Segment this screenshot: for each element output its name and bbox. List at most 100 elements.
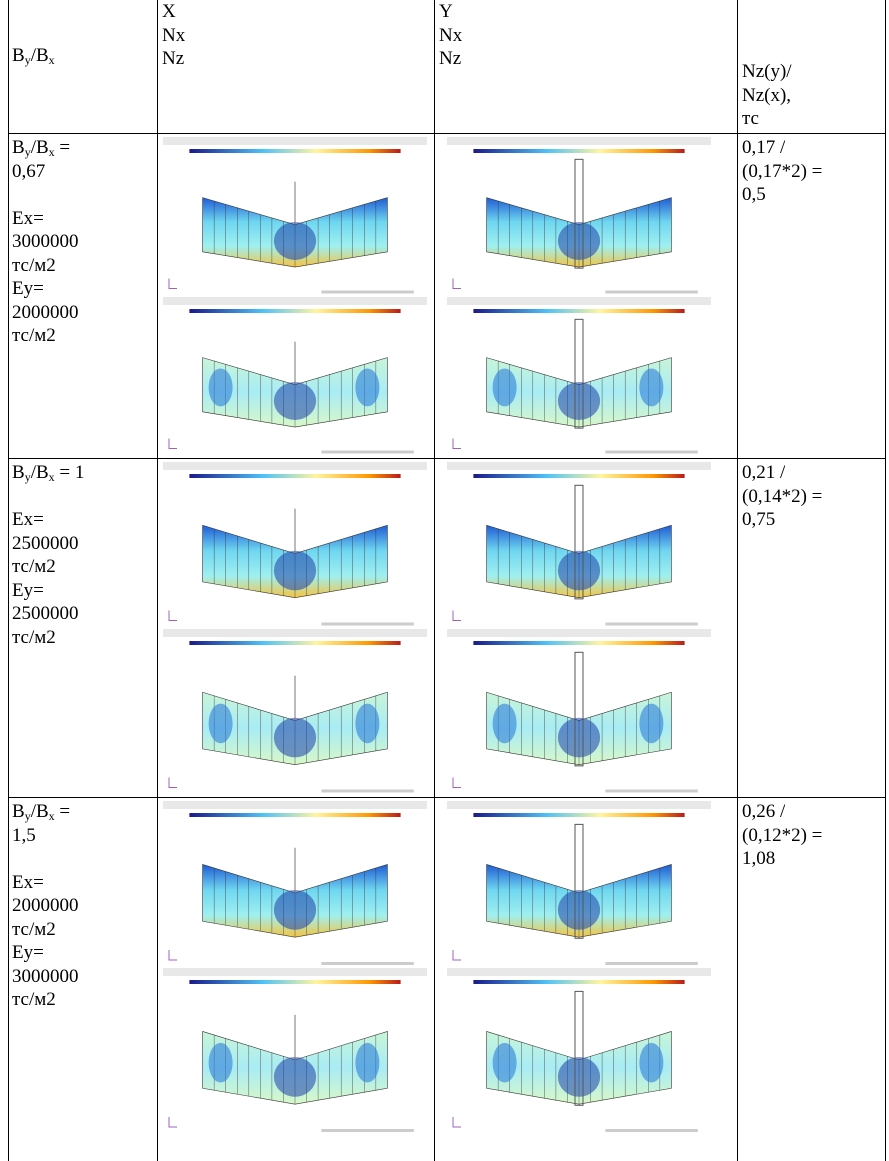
stress-zone — [557, 222, 601, 260]
text-line: тс/м2 — [12, 918, 56, 940]
fem-screenshot — [163, 628, 427, 792]
fem-screenshot — [447, 801, 711, 965]
text-line: 2000000 — [12, 895, 79, 916]
text-line: 2500000 — [12, 532, 79, 554]
column — [574, 318, 584, 429]
fem-screenshot — [447, 968, 711, 1132]
text-line: 3000000 — [12, 965, 79, 987]
cell-border — [8, 0, 9, 1161]
row-border — [8, 458, 886, 459]
color-scale — [473, 640, 685, 645]
stress-zone — [208, 703, 233, 743]
stress-zone — [273, 1057, 317, 1097]
text: B — [12, 462, 25, 483]
text-line: (0,14*2) = — [742, 485, 823, 507]
text-line: Ey= — [12, 278, 44, 299]
stress-zone — [273, 381, 317, 420]
axis-icon — [452, 1117, 461, 1128]
status-bar — [321, 290, 414, 294]
axis-icon — [452, 777, 461, 788]
stress-zone — [639, 703, 664, 743]
toolbar — [447, 628, 711, 637]
header-cell: Y Nx Nz — [439, 0, 462, 71]
color-scale — [189, 308, 401, 313]
text: = — [54, 801, 71, 822]
fem-screenshot — [447, 628, 711, 792]
toolbar — [163, 968, 427, 976]
subscript: x — [48, 470, 55, 484]
text-line: Ex= — [12, 509, 44, 530]
stress-zone — [355, 367, 380, 406]
text-line: (0,12*2) = — [742, 824, 823, 846]
toolbar — [447, 137, 711, 145]
color-scale — [189, 980, 401, 984]
text: 1,5 — [12, 824, 36, 846]
subscript: y — [24, 809, 31, 823]
status-bar — [605, 962, 698, 965]
result-cell: 0,21 /(0,14*2) = 0,75 — [742, 461, 822, 532]
header-cell: By/Bx — [12, 44, 55, 68]
color-scale — [189, 149, 401, 153]
result-cell: 0,17 /(0,17*2) = 0,5 — [742, 136, 822, 207]
axis-icon — [168, 777, 177, 788]
stress-zone — [355, 1042, 380, 1083]
column — [574, 990, 584, 1106]
text-line: X — [162, 1, 176, 22]
fem-screenshot — [163, 968, 427, 1132]
stress-zone — [557, 1057, 601, 1097]
axis-icon — [168, 950, 177, 961]
axis-icon — [168, 1117, 177, 1128]
text-line: Ex= — [12, 207, 44, 229]
toolbar — [163, 137, 427, 145]
status-bar — [605, 1129, 698, 1132]
text: /B — [30, 462, 49, 483]
color-scale — [189, 813, 401, 817]
stress-zone — [355, 703, 380, 743]
text-line: Nx — [162, 24, 186, 46]
cell-border — [885, 0, 886, 1161]
text: B — [12, 45, 25, 66]
row-border — [8, 797, 886, 798]
stress-zone — [208, 1042, 233, 1083]
color-scale — [189, 474, 401, 478]
text-line: 3000000 — [12, 231, 79, 252]
text-line: Ey= — [12, 942, 44, 963]
axis-icon — [168, 610, 177, 621]
status-bar — [321, 962, 414, 965]
status-bar — [321, 450, 414, 453]
text-line: 0,26 / — [742, 801, 786, 822]
color-scale — [473, 474, 685, 478]
text-line: By/Bx = 1 — [12, 461, 152, 485]
spacer — [12, 183, 152, 207]
text-line: Nz — [439, 48, 462, 69]
text-line: Ex= — [12, 871, 44, 893]
text-line: 2000000 — [12, 301, 79, 323]
axis-icon — [452, 950, 461, 961]
subscript: x — [48, 809, 55, 823]
axis-icon — [452, 278, 461, 289]
text: = 1 — [54, 462, 85, 483]
subscript: y — [24, 470, 31, 484]
subscript: x — [48, 145, 55, 159]
text: /B — [30, 137, 49, 158]
axis-icon — [168, 438, 177, 449]
text-line: Nx — [439, 24, 463, 46]
fem-screenshot — [447, 137, 711, 294]
stress-zone — [557, 717, 601, 757]
row-label-cell: By/Bx = 1,5 Ex= 2000000 тс/м2 Ey= 3000000 тс/м2 — [12, 800, 152, 1012]
text-line: тс/м2 — [12, 989, 56, 1010]
text-line: тс/м2 — [12, 325, 56, 346]
stress-zone — [208, 367, 233, 406]
cell-border — [737, 0, 738, 1161]
text-line: тс — [742, 108, 759, 129]
spacer — [12, 847, 152, 871]
column — [574, 651, 584, 766]
subscript: y — [24, 53, 31, 67]
stress-zone — [557, 550, 601, 591]
status-bar — [321, 1129, 414, 1132]
stress-zone — [492, 367, 517, 406]
text-line: By/Bx = — [12, 136, 152, 160]
stress-zone — [273, 890, 317, 930]
fem-screenshot — [163, 801, 427, 965]
fem-screenshot — [163, 462, 427, 626]
